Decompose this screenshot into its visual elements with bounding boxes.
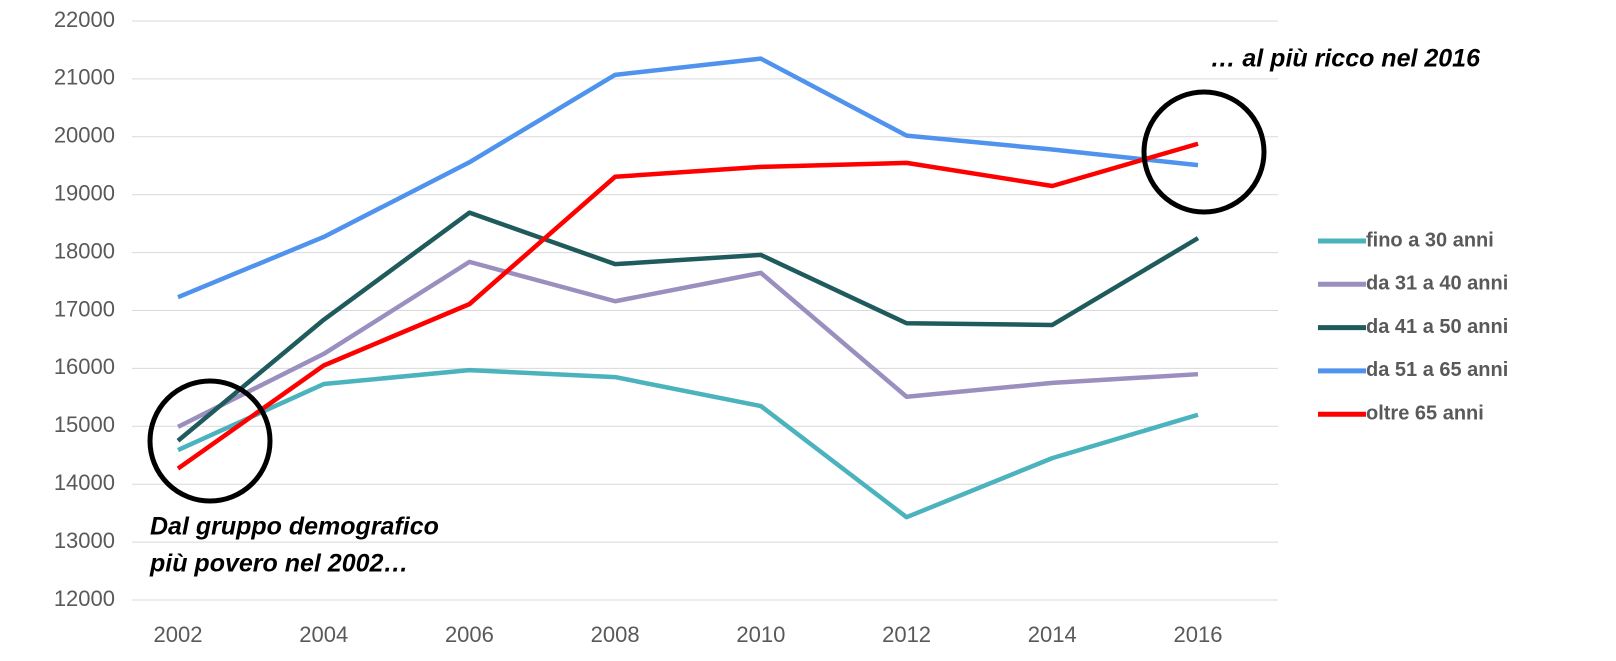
y-tick-label: 20000 — [54, 123, 115, 148]
legend-label: fino a 30 anni — [1366, 229, 1494, 251]
y-tick-label: 22000 — [54, 7, 115, 32]
legend-label: oltre 65 anni — [1366, 402, 1484, 424]
highlight-circle — [1141, 89, 1267, 215]
series-line — [176, 141, 1199, 471]
y-tick-label: 12000 — [54, 586, 115, 611]
x-tick-label: 2010 — [736, 622, 785, 647]
y-tick-label: 15000 — [54, 412, 115, 437]
legend-label: da 51 a 65 anni — [1366, 359, 1508, 381]
y-tick-label: 13000 — [54, 528, 115, 553]
x-tick-label: 2014 — [1028, 622, 1077, 647]
y-tick-label: 17000 — [54, 296, 115, 321]
series-line — [177, 367, 1199, 520]
annotation-bottom: Dal gruppo demografico — [150, 513, 439, 541]
y-tick-label: 14000 — [54, 470, 115, 495]
y-tick-label: 18000 — [54, 238, 115, 263]
series-line — [177, 56, 1199, 300]
y-tick-label: 16000 — [54, 354, 115, 379]
legend-label: da 31 a 40 anni — [1366, 273, 1508, 295]
series-line — [176, 259, 1199, 429]
annotation-bottom: più povero nel 2002… — [149, 550, 408, 578]
x-tick-label: 2016 — [1174, 622, 1223, 647]
x-tick-label: 2004 — [299, 622, 348, 647]
legend-label: da 41 a 50 anni — [1366, 316, 1508, 338]
y-tick-label: 19000 — [54, 181, 115, 206]
series-line — [176, 210, 1200, 443]
annotation-top: … al più ricco nel 2016 — [1210, 45, 1481, 73]
x-tick-label: 2012 — [882, 622, 931, 647]
highlight-circle — [147, 378, 273, 504]
y-tick-label: 21000 — [54, 65, 115, 90]
x-tick-label: 2002 — [154, 622, 203, 647]
x-tick-label: 2008 — [591, 622, 640, 647]
x-tick-label: 2006 — [445, 622, 494, 647]
